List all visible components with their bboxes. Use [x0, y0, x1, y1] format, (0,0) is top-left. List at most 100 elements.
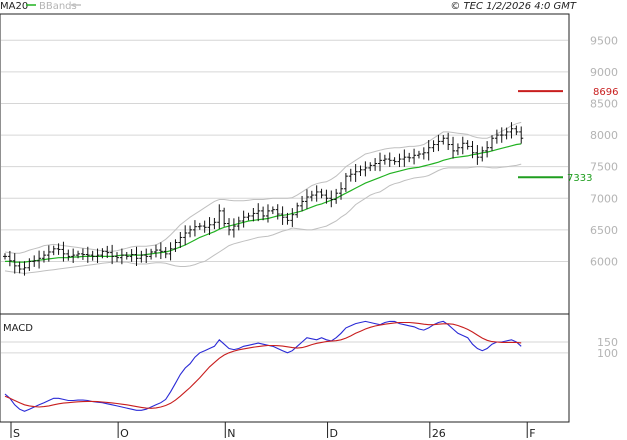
price-y-tick-label: 9500 [590, 34, 618, 47]
price-panel: 9500 9000 8500 8000 7500 7000 6500 6000 8696 733… [0, 13, 618, 315]
price-y-tick-label: 6500 [590, 224, 618, 237]
ohlc-bar [163, 247, 168, 259]
ohlc-bar [504, 127, 509, 140]
ohlc-bar [61, 241, 66, 262]
bb-lower-line [4, 163, 522, 275]
ohlc-bar [339, 182, 344, 200]
ohlc-bar [85, 246, 90, 263]
ohlc-bar [280, 206, 285, 225]
ohlc-bar [144, 248, 149, 263]
ohlc-bar [485, 141, 490, 158]
ohlc-bar [270, 206, 275, 215]
ohlc-bar [402, 149, 407, 167]
macd-signal-line [4, 321, 522, 409]
ohlc-bar [56, 243, 61, 255]
ohlc-bar [329, 190, 334, 208]
ohlc-bar [494, 129, 499, 144]
ohlc-bar [41, 250, 46, 263]
ohlc-bar [202, 220, 207, 233]
x-axis: S O N D 26 F [0, 421, 569, 440]
price-y-tick-label: 8500 [590, 97, 618, 110]
price-y-tick-label: 7500 [590, 161, 618, 174]
ohlc-bar [377, 152, 382, 172]
ohlc-bar [3, 253, 7, 260]
ohlc-bar [290, 208, 295, 227]
ohlc-bar [197, 222, 202, 230]
ohlc-bar [519, 126, 524, 144]
ohlc-bar [480, 146, 485, 162]
ohlc-bar [7, 250, 12, 267]
ohlc-bar [110, 244, 115, 265]
ohlc-bar [17, 261, 22, 274]
ohlc-bar [314, 185, 319, 202]
ohlc-bar [275, 204, 280, 220]
ohlc-bar [436, 134, 441, 152]
ohlc-bar [265, 204, 270, 223]
ohlc-bar [251, 207, 256, 222]
ohlc-bar [514, 125, 519, 136]
ohlc-bar [95, 248, 100, 263]
ohlc-bar [168, 242, 173, 261]
resistance-label: 8696 [593, 87, 618, 98]
macd-panel-title: MACD [3, 323, 33, 334]
ohlc-bar [455, 143, 460, 156]
bb-upper-line [4, 121, 522, 254]
ohlc-bar [231, 218, 236, 238]
ohlc-bar [32, 255, 37, 267]
price-gridlines [1, 39, 568, 262]
price-y-tick-label: 8000 [590, 129, 618, 142]
ohlc-bar [76, 250, 81, 259]
ohlc-bar [295, 202, 300, 218]
price-levels: 8696 7333 [518, 87, 618, 184]
ohlc-bar [446, 132, 451, 150]
ohlc-bar [188, 225, 193, 238]
ohlc-bar [285, 212, 290, 225]
macd-gridlines [1, 341, 568, 354]
ohlc-bar [115, 252, 120, 262]
ohlc-bar [416, 150, 421, 159]
ohlc-bar [412, 148, 417, 165]
price-y-tick-label: 6000 [590, 255, 618, 268]
x-tick-label: S [13, 427, 20, 440]
ohlc-bar [227, 218, 232, 236]
ohlc-bar [319, 188, 324, 199]
ohlc-bar [509, 122, 514, 139]
ohlc-bar [460, 136, 465, 155]
macd-y-tick-label: 100 [597, 347, 618, 360]
ohlc-bar [149, 248, 154, 260]
ohlc-bar [373, 158, 378, 171]
ohlc-bar [192, 220, 197, 237]
ohlc-bar [27, 258, 32, 271]
support-label: 7333 [567, 173, 592, 184]
ohlc-bar [207, 217, 212, 236]
ohlc-bar [324, 189, 329, 204]
x-tick-label: F [529, 427, 535, 440]
ohlc-bar [353, 164, 358, 182]
ohlc-bar [22, 261, 27, 276]
ohlc-bar [451, 136, 456, 159]
ohlc-bar [51, 245, 56, 256]
x-tick-label: D [330, 427, 338, 440]
x-tick-label: 26 [432, 427, 446, 440]
ohlc-bar [256, 203, 261, 222]
ohlc-bar [71, 248, 76, 263]
ohlc-bar [100, 248, 105, 259]
bollinger-bands [4, 121, 522, 275]
ohlc-bar [368, 162, 373, 172]
ohlc-bar [178, 231, 183, 248]
ohlc-bar [426, 139, 431, 161]
ohlc-bar [363, 161, 368, 177]
ohlc-bar [392, 157, 397, 165]
ohlc-bar [246, 212, 251, 221]
ohlc-bar [421, 147, 426, 160]
ohlc-bar [119, 248, 124, 265]
ohlc-bar [261, 206, 266, 221]
ohlc-bar [66, 249, 71, 261]
ohlc-bar [124, 251, 129, 260]
ohlc-bar [241, 210, 246, 228]
ohlc-bar [236, 216, 241, 231]
macd-lines [4, 320, 522, 412]
ohlc-bar [212, 217, 217, 230]
ohlc-bar [300, 195, 305, 212]
